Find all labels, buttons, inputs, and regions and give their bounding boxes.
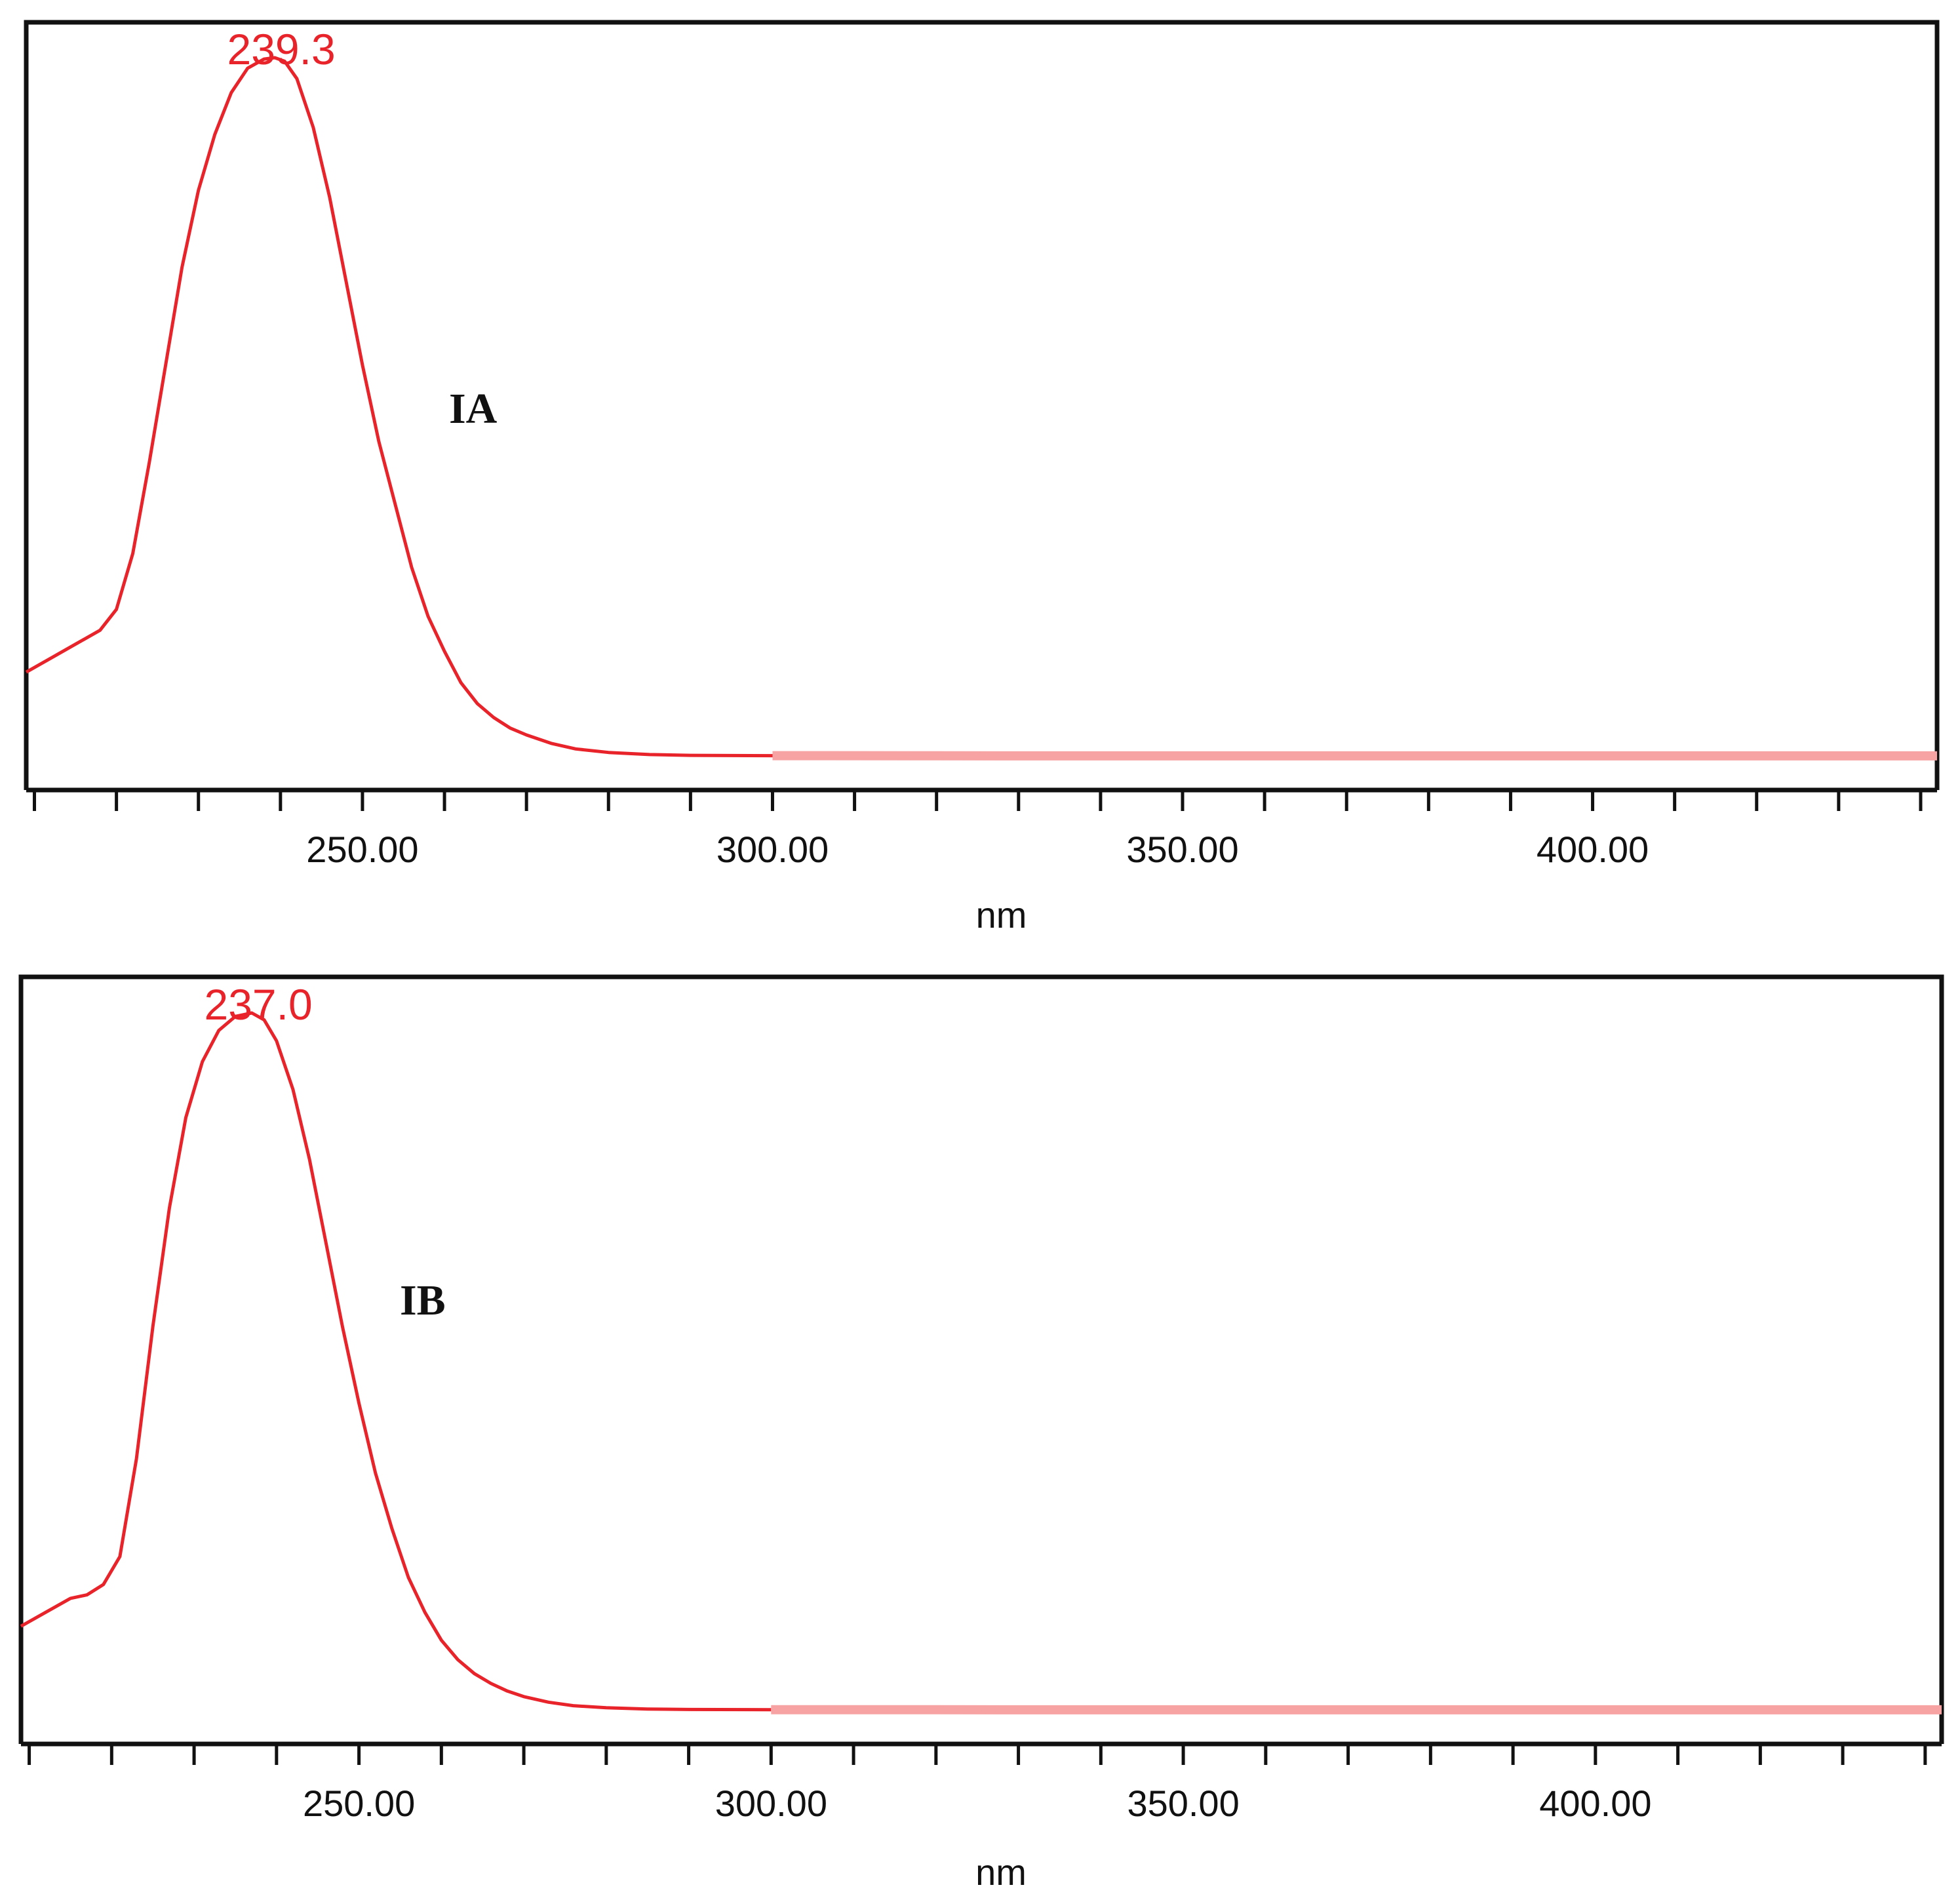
spectrum-line [20,1011,772,1712]
x-tick-label: 400.00 [1539,1783,1651,1824]
x-tick-label: 400.00 [1537,829,1649,870]
plot-frame [18,974,1944,1744]
plot-frame [24,20,1940,790]
peak-label: 239.3 [227,25,335,73]
x-tick-label: 300.00 [716,829,829,870]
x-axis-title: nm [975,1851,1027,1893]
sample-label: IA [449,385,498,433]
spectrum-line [25,56,773,758]
x-tick-label: 350.00 [1127,1783,1239,1824]
sample-label: IB [400,1277,446,1324]
x-tick-label: 300.00 [715,1783,827,1824]
spectrum-panel-ib: 250.00 300.00 350.00 400.00 nm 237.0 IB [18,974,1944,1893]
x-axis-title: nm [976,894,1027,936]
peak-label: 237.0 [205,980,313,1029]
x-tick-label: 350.00 [1126,829,1238,870]
x-tick-label: 250.00 [306,829,418,870]
spectrum-panel-ia: 250.00 300.00 350.00 400.00 nm 239.3 IA [24,20,1940,936]
x-tick-label: 250.00 [303,1783,415,1824]
